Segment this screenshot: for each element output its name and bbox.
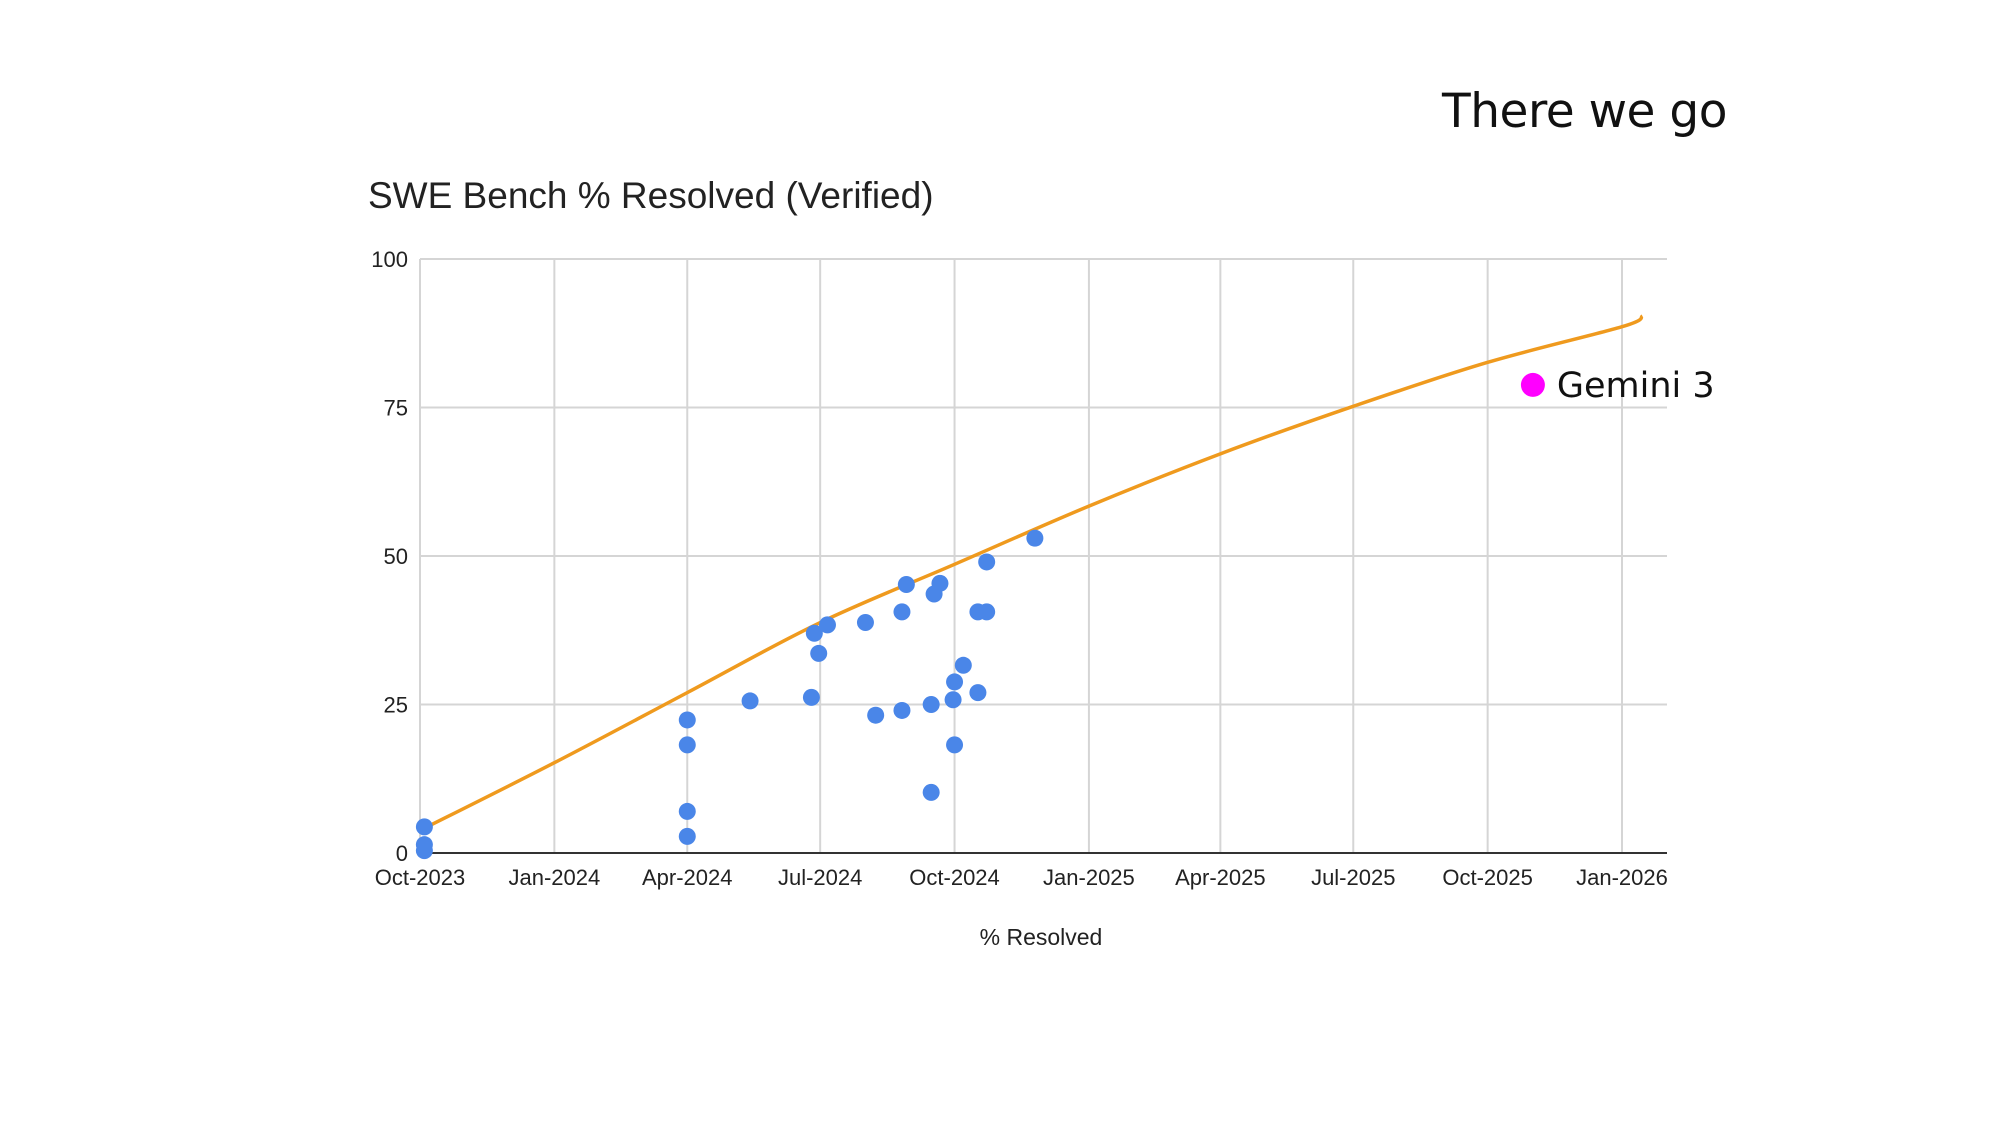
axes: 0 25 50 75 100 Oct-2023 Jan-2024 Apr-2024 Jul-20… <box>371 247 1668 890</box>
data-point <box>978 553 996 571</box>
data-point <box>922 783 940 801</box>
annotations: Gemini 3 <box>1520 366 1715 406</box>
highlight-point <box>1520 372 1545 397</box>
data-point <box>678 802 696 820</box>
data-point <box>741 692 759 710</box>
data-point <box>978 603 996 621</box>
data-point <box>944 691 962 709</box>
data-point <box>818 616 836 634</box>
data-point <box>897 576 915 594</box>
data-point <box>893 603 911 621</box>
x-tick-label: Jul-2025 <box>1311 865 1395 890</box>
data-point <box>805 624 823 642</box>
y-tick-label: 75 <box>384 396 408 421</box>
x-axis-title: % Resolved <box>980 924 1103 950</box>
data-point <box>946 736 964 754</box>
x-tick-label: Apr-2024 <box>642 865 733 890</box>
x-tick-label: Jan-2024 <box>508 865 600 890</box>
y-tick-label: 25 <box>384 693 408 718</box>
data-point <box>922 696 940 713</box>
grid <box>420 258 1667 853</box>
data-point <box>931 574 949 592</box>
x-tick-label: Jan-2025 <box>1043 865 1135 890</box>
data-point <box>856 614 874 632</box>
data-point <box>954 656 972 674</box>
x-tick-label: Oct-2023 <box>375 865 466 890</box>
data-point <box>415 842 433 860</box>
data-point <box>867 706 885 724</box>
x-tick-label: Oct-2024 <box>909 865 1000 890</box>
data-point <box>893 701 911 719</box>
data-point <box>678 711 696 729</box>
data-point <box>946 673 964 691</box>
data-point <box>678 736 696 754</box>
x-tick-label: Jan-2026 <box>1576 865 1668 890</box>
trend-line <box>419 314 1644 832</box>
data-point <box>1026 529 1044 547</box>
y-tick-label: 50 <box>384 544 408 569</box>
y-tick-label: 100 <box>371 247 408 272</box>
data-point <box>802 688 820 706</box>
x-tick-label: Oct-2025 <box>1442 865 1533 890</box>
slide-caption: There we go <box>1442 84 1727 139</box>
data-point <box>810 644 828 662</box>
data-point <box>969 684 987 702</box>
data-point <box>415 818 433 836</box>
trendline <box>419 314 1644 832</box>
annotation-label: Gemini 3 <box>1557 366 1715 406</box>
x-tick-label: Jul-2024 <box>778 865 862 890</box>
x-tick-label: Apr-2025 <box>1175 865 1266 890</box>
data-point <box>678 827 696 845</box>
y-tick-label: 0 <box>396 841 408 866</box>
chart-title: SWE Bench % Resolved (Verified) <box>368 175 934 216</box>
data-points <box>415 529 1044 860</box>
